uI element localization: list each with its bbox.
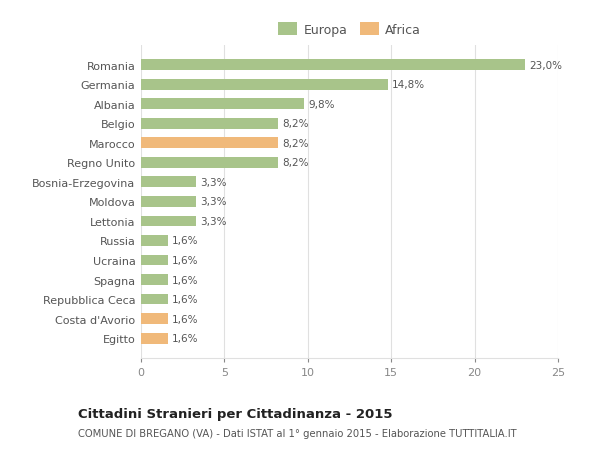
Bar — [141, 333, 167, 344]
Bar — [141, 216, 196, 227]
Text: Cittadini Stranieri per Cittadinanza - 2015: Cittadini Stranieri per Cittadinanza - 2… — [78, 407, 392, 420]
Bar — [141, 157, 278, 168]
Text: 1,6%: 1,6% — [172, 236, 199, 246]
Bar — [141, 60, 524, 71]
Text: 8,2%: 8,2% — [282, 119, 308, 129]
Text: 3,3%: 3,3% — [200, 217, 227, 226]
Text: 9,8%: 9,8% — [308, 100, 335, 109]
Text: 1,6%: 1,6% — [172, 334, 199, 343]
Bar — [141, 118, 278, 129]
Text: 1,6%: 1,6% — [172, 314, 199, 324]
Bar — [141, 138, 278, 149]
Bar — [141, 313, 167, 325]
Text: 8,2%: 8,2% — [282, 158, 308, 168]
Bar — [141, 294, 167, 305]
Text: COMUNE DI BREGANO (VA) - Dati ISTAT al 1° gennaio 2015 - Elaborazione TUTTITALIA: COMUNE DI BREGANO (VA) - Dati ISTAT al 1… — [78, 428, 517, 438]
Text: 1,6%: 1,6% — [172, 275, 199, 285]
Bar — [141, 274, 167, 285]
Text: 3,3%: 3,3% — [200, 197, 227, 207]
Bar — [141, 196, 196, 207]
Text: 8,2%: 8,2% — [282, 139, 308, 148]
Text: 23,0%: 23,0% — [529, 61, 562, 70]
Legend: Europa, Africa: Europa, Africa — [278, 23, 421, 37]
Bar — [141, 79, 388, 90]
Text: 14,8%: 14,8% — [392, 80, 425, 90]
Bar — [141, 255, 167, 266]
Text: 1,6%: 1,6% — [172, 295, 199, 304]
Bar — [141, 99, 304, 110]
Bar — [141, 235, 167, 246]
Text: 1,6%: 1,6% — [172, 256, 199, 265]
Bar — [141, 177, 196, 188]
Text: 3,3%: 3,3% — [200, 178, 227, 187]
